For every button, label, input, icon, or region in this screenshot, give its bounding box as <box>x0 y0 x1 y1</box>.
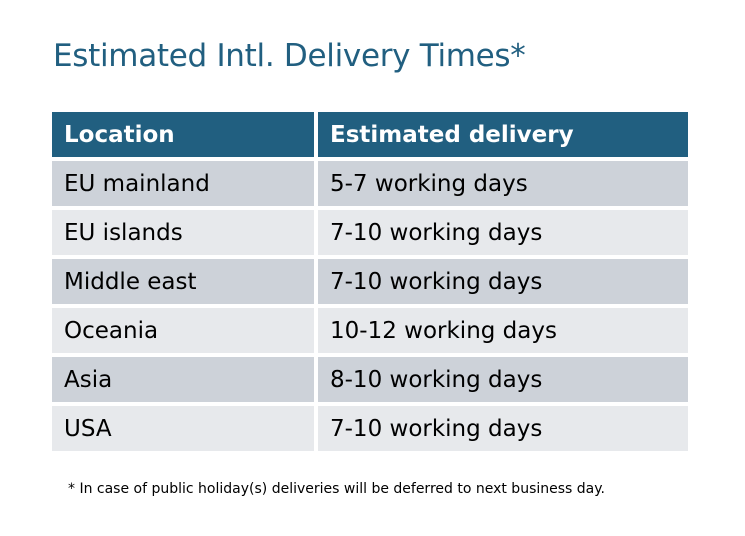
delivery-time-cell: 7-10 working days <box>318 406 688 451</box>
delivery-time-cell: 8-10 working days <box>318 357 688 402</box>
location-cell: Asia <box>52 357 314 402</box>
table-row: EU mainland 5-7 working days <box>52 161 688 206</box>
location-cell: USA <box>52 406 314 451</box>
delivery-time-cell: 7-10 working days <box>318 210 688 255</box>
location-cell: EU mainland <box>52 161 314 206</box>
delivery-time-cell: 5-7 working days <box>318 161 688 206</box>
delivery-time-cell: 10-12 working days <box>318 308 688 353</box>
delivery-time-cell: 7-10 working days <box>318 259 688 304</box>
table-header-row: Location Estimated delivery <box>52 112 688 157</box>
table-row: Middle east 7-10 working days <box>52 259 688 304</box>
page-title: Estimated Intl. Delivery Times* <box>53 38 526 74</box>
table-row: USA 7-10 working days <box>52 406 688 451</box>
location-cell: Oceania <box>52 308 314 353</box>
location-cell: EU islands <box>52 210 314 255</box>
location-cell: Middle east <box>52 259 314 304</box>
header-location: Location <box>52 112 314 157</box>
table-row: Oceania 10-12 working days <box>52 308 688 353</box>
header-estimated-delivery: Estimated delivery <box>318 112 688 157</box>
delivery-times-table: Location Estimated delivery EU mainland 5… <box>48 108 692 455</box>
footnote: * In case of public holiday(s) deliverie… <box>68 481 605 497</box>
table-row: Asia 8-10 working days <box>52 357 688 402</box>
table-row: EU islands 7-10 working days <box>52 210 688 255</box>
